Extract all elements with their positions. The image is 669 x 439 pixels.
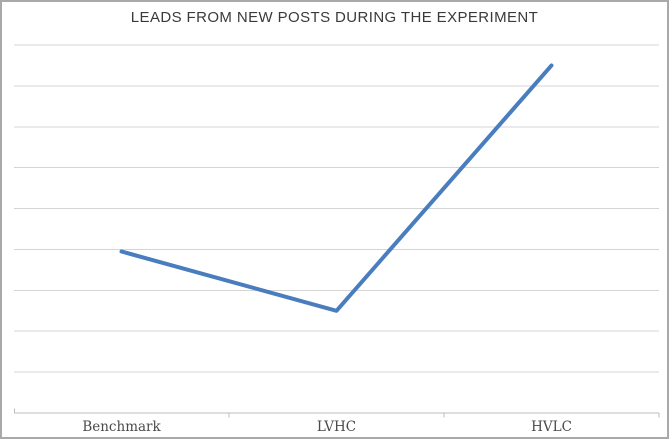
x-axis-label: Benchmark bbox=[82, 419, 161, 435]
data-line-leads bbox=[119, 63, 554, 313]
axis-ticks bbox=[14, 408, 660, 418]
x-axis-label: LVHC bbox=[317, 419, 356, 435]
chart-title: LEADS FROM NEW POSTS DURING THE EXPERIME… bbox=[130, 9, 539, 26]
gridlines bbox=[14, 44, 659, 373]
x-axis-label: HVLC bbox=[531, 419, 572, 435]
